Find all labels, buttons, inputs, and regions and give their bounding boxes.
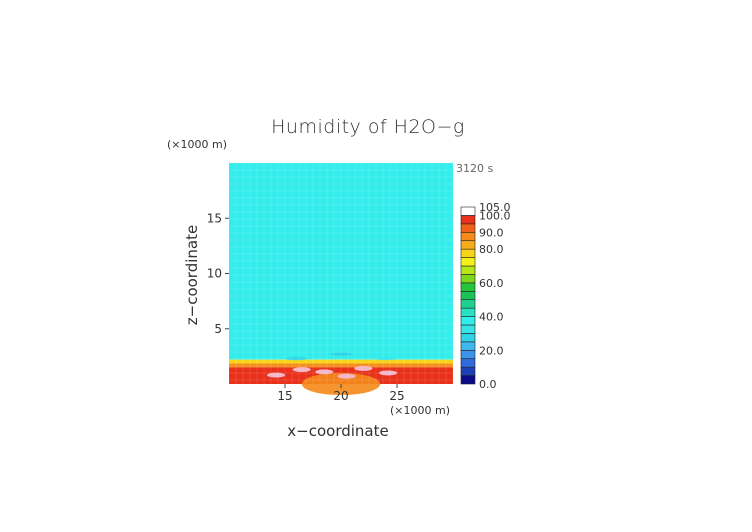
colorbar-tick-label: 90.0 — [479, 226, 504, 239]
x-axis-ticks: 15 20 25 — [277, 384, 405, 403]
colorbar-cell — [460, 223, 476, 233]
colorbar-cell — [460, 375, 476, 385]
low-patch-0 — [285, 356, 308, 361]
colorbar-cell — [460, 231, 476, 242]
saturated-patch-3 — [337, 373, 356, 379]
saturated-patch-5 — [379, 370, 398, 376]
saturated-patch-0 — [267, 372, 286, 378]
colorbar-cell — [460, 215, 476, 225]
colorbar-cell — [460, 274, 476, 284]
y-tick-label: 15 — [207, 211, 222, 225]
y-unit-label: (×1000 m) — [167, 138, 227, 151]
time-label: 3120 s — [456, 162, 493, 175]
x-tick-label: 20 — [333, 389, 348, 403]
colorbar-tick-label: 40.0 — [479, 311, 504, 324]
colorbar-cell — [460, 358, 476, 368]
field-band-0 — [229, 163, 453, 360]
colorbar-cell — [460, 265, 476, 275]
saturated-patch-1 — [292, 367, 311, 373]
x-axis-label: x−coordinate — [287, 422, 388, 440]
colorbar-cell — [460, 290, 476, 301]
colorbar-cell — [460, 299, 476, 309]
colorbar-cell — [460, 366, 476, 376]
y-axis-ticks: 5 10 15 — [207, 211, 229, 336]
field-band-1 — [229, 359, 453, 364]
colorbar-cell — [460, 324, 476, 334]
colorbar-cell — [460, 257, 476, 267]
field-band-2 — [229, 363, 453, 368]
colorbar-cell — [460, 248, 476, 258]
saturated-patch-2 — [315, 369, 334, 375]
y-tick-label: 10 — [207, 267, 222, 281]
colorbar-cell — [460, 282, 476, 292]
x-unit-label: (×1000 m) — [390, 404, 450, 417]
x-tick-label: 15 — [277, 389, 292, 403]
colorbar-tick-label: 80.0 — [479, 243, 504, 256]
colorbar-cell — [460, 349, 476, 360]
low-patch-1 — [330, 352, 352, 356]
y-tick-label: 5 — [214, 322, 222, 336]
colorbar-tick-label: 100.0 — [479, 209, 511, 222]
colorbar-tick-label: 20.0 — [479, 344, 504, 357]
low-patch-2 — [374, 356, 397, 361]
chart-title: Humidity of H2O−g — [271, 116, 465, 138]
colorbar-cell — [460, 316, 476, 326]
colorbar-cell — [460, 206, 476, 216]
colorbar-cell — [460, 333, 476, 343]
colorbar-cell — [460, 307, 476, 317]
colorbar-tick-label: 105.0 — [479, 201, 511, 214]
plot-area — [228, 162, 454, 396]
colorbar-tick-label: 0.0 — [479, 378, 497, 391]
colorbar-cell — [460, 341, 476, 351]
colorbar-tick-label: 60.0 — [479, 277, 504, 290]
colorbar-cell — [460, 240, 476, 250]
x-tick-label: 25 — [389, 389, 404, 403]
y-axis-label: z−coordinate — [183, 225, 201, 325]
saturated-patch-4 — [354, 366, 373, 372]
